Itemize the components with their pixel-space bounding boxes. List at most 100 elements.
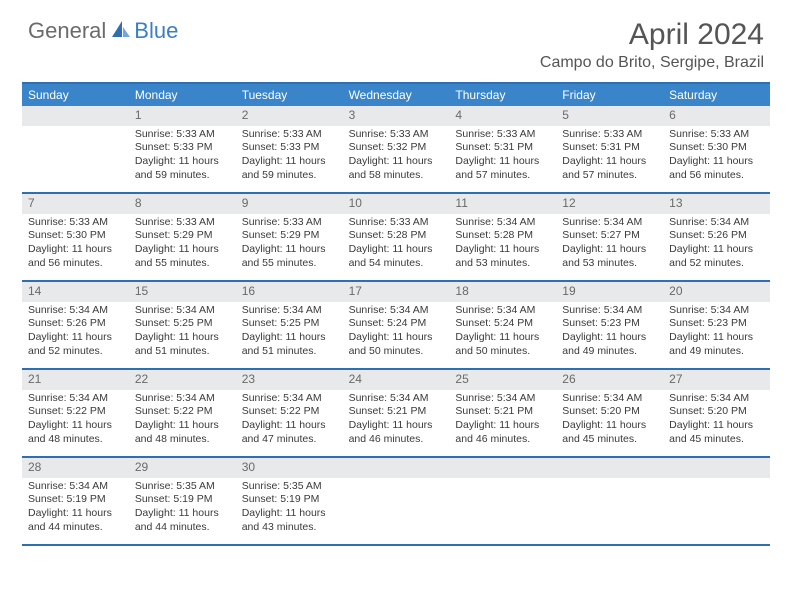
- day-cell: [663, 458, 770, 544]
- sunset-line: Sunset: 5:20 PM: [562, 405, 657, 419]
- day-number: 29: [129, 458, 236, 478]
- week-row: 28Sunrise: 5:34 AMSunset: 5:19 PMDayligh…: [22, 458, 770, 546]
- day-number-empty: [22, 106, 129, 126]
- daylight-line2: and 43 minutes.: [242, 521, 337, 535]
- weekday-header-cell: Tuesday: [236, 84, 343, 106]
- daylight-line2: and 47 minutes.: [242, 433, 337, 447]
- calendar: SundayMondayTuesdayWednesdayThursdayFrid…: [22, 82, 770, 546]
- week-row: 21Sunrise: 5:34 AMSunset: 5:22 PMDayligh…: [22, 370, 770, 458]
- sunset-line: Sunset: 5:21 PM: [455, 405, 550, 419]
- sunrise-line: Sunrise: 5:34 AM: [135, 304, 230, 318]
- sunrise-line: Sunrise: 5:33 AM: [349, 128, 444, 142]
- sunset-line: Sunset: 5:22 PM: [28, 405, 123, 419]
- daylight-line1: Daylight: 11 hours: [669, 243, 764, 257]
- daylight-line2: and 50 minutes.: [349, 345, 444, 359]
- day-details: Sunrise: 5:33 AMSunset: 5:31 PMDaylight:…: [449, 126, 556, 187]
- daylight-line1: Daylight: 11 hours: [349, 331, 444, 345]
- daylight-line1: Daylight: 11 hours: [135, 243, 230, 257]
- day-number: 13: [663, 194, 770, 214]
- day-details: Sunrise: 5:34 AMSunset: 5:22 PMDaylight:…: [22, 390, 129, 451]
- daylight-line2: and 45 minutes.: [562, 433, 657, 447]
- day-cell: 5Sunrise: 5:33 AMSunset: 5:31 PMDaylight…: [556, 106, 663, 192]
- sunrise-line: Sunrise: 5:33 AM: [135, 128, 230, 142]
- location-subtitle: Campo do Brito, Sergipe, Brazil: [540, 54, 764, 72]
- day-details: Sunrise: 5:33 AMSunset: 5:32 PMDaylight:…: [343, 126, 450, 187]
- daylight-line2: and 48 minutes.: [135, 433, 230, 447]
- day-cell: 12Sunrise: 5:34 AMSunset: 5:27 PMDayligh…: [556, 194, 663, 280]
- daylight-line1: Daylight: 11 hours: [28, 331, 123, 345]
- weekday-header-cell: Monday: [129, 84, 236, 106]
- day-number: 9: [236, 194, 343, 214]
- calendar-body: 1Sunrise: 5:33 AMSunset: 5:33 PMDaylight…: [22, 106, 770, 546]
- sunset-line: Sunset: 5:21 PM: [349, 405, 444, 419]
- daylight-line1: Daylight: 11 hours: [455, 419, 550, 433]
- daylight-line1: Daylight: 11 hours: [28, 243, 123, 257]
- daylight-line1: Daylight: 11 hours: [28, 507, 123, 521]
- day-number: 11: [449, 194, 556, 214]
- sunrise-line: Sunrise: 5:33 AM: [28, 216, 123, 230]
- daylight-line1: Daylight: 11 hours: [349, 155, 444, 169]
- sunrise-line: Sunrise: 5:34 AM: [135, 392, 230, 406]
- weekday-header-row: SundayMondayTuesdayWednesdayThursdayFrid…: [22, 84, 770, 106]
- day-number: 21: [22, 370, 129, 390]
- daylight-line1: Daylight: 11 hours: [242, 419, 337, 433]
- sunrise-line: Sunrise: 5:33 AM: [349, 216, 444, 230]
- daylight-line2: and 58 minutes.: [349, 169, 444, 183]
- daylight-line1: Daylight: 11 hours: [562, 331, 657, 345]
- daylight-line2: and 50 minutes.: [455, 345, 550, 359]
- day-number: 19: [556, 282, 663, 302]
- day-number: 27: [663, 370, 770, 390]
- day-cell: [343, 458, 450, 544]
- day-number: 5: [556, 106, 663, 126]
- day-details: Sunrise: 5:34 AMSunset: 5:24 PMDaylight:…: [449, 302, 556, 363]
- sunrise-line: Sunrise: 5:33 AM: [455, 128, 550, 142]
- daylight-line2: and 53 minutes.: [562, 257, 657, 271]
- day-number: 8: [129, 194, 236, 214]
- day-cell: 21Sunrise: 5:34 AMSunset: 5:22 PMDayligh…: [22, 370, 129, 456]
- daylight-line1: Daylight: 11 hours: [135, 155, 230, 169]
- sunset-line: Sunset: 5:32 PM: [349, 141, 444, 155]
- daylight-line2: and 53 minutes.: [455, 257, 550, 271]
- day-cell: [556, 458, 663, 544]
- weekday-header-cell: Saturday: [663, 84, 770, 106]
- sunset-line: Sunset: 5:30 PM: [28, 229, 123, 243]
- daylight-line1: Daylight: 11 hours: [562, 419, 657, 433]
- day-details: Sunrise: 5:34 AMSunset: 5:25 PMDaylight:…: [236, 302, 343, 363]
- sunset-line: Sunset: 5:29 PM: [242, 229, 337, 243]
- day-cell: 16Sunrise: 5:34 AMSunset: 5:25 PMDayligh…: [236, 282, 343, 368]
- day-cell: 11Sunrise: 5:34 AMSunset: 5:28 PMDayligh…: [449, 194, 556, 280]
- day-details: Sunrise: 5:35 AMSunset: 5:19 PMDaylight:…: [129, 478, 236, 539]
- sunset-line: Sunset: 5:22 PM: [242, 405, 337, 419]
- day-number: 26: [556, 370, 663, 390]
- day-cell: 9Sunrise: 5:33 AMSunset: 5:29 PMDaylight…: [236, 194, 343, 280]
- week-row: 14Sunrise: 5:34 AMSunset: 5:26 PMDayligh…: [22, 282, 770, 370]
- day-cell: [449, 458, 556, 544]
- weekday-header-cell: Wednesday: [343, 84, 450, 106]
- day-number: 22: [129, 370, 236, 390]
- daylight-line1: Daylight: 11 hours: [349, 419, 444, 433]
- day-cell: 2Sunrise: 5:33 AMSunset: 5:33 PMDaylight…: [236, 106, 343, 192]
- day-details: Sunrise: 5:34 AMSunset: 5:19 PMDaylight:…: [22, 478, 129, 539]
- day-cell: 22Sunrise: 5:34 AMSunset: 5:22 PMDayligh…: [129, 370, 236, 456]
- day-cell: 23Sunrise: 5:34 AMSunset: 5:22 PMDayligh…: [236, 370, 343, 456]
- day-cell: 19Sunrise: 5:34 AMSunset: 5:23 PMDayligh…: [556, 282, 663, 368]
- weekday-header-cell: Friday: [556, 84, 663, 106]
- day-number: 24: [343, 370, 450, 390]
- sunset-line: Sunset: 5:25 PM: [242, 317, 337, 331]
- day-cell: 8Sunrise: 5:33 AMSunset: 5:29 PMDaylight…: [129, 194, 236, 280]
- daylight-line2: and 54 minutes.: [349, 257, 444, 271]
- day-details: Sunrise: 5:33 AMSunset: 5:28 PMDaylight:…: [343, 214, 450, 275]
- sunrise-line: Sunrise: 5:34 AM: [28, 304, 123, 318]
- day-cell: [22, 106, 129, 192]
- day-number: 28: [22, 458, 129, 478]
- day-details: Sunrise: 5:34 AMSunset: 5:26 PMDaylight:…: [22, 302, 129, 363]
- day-details: Sunrise: 5:34 AMSunset: 5:26 PMDaylight:…: [663, 214, 770, 275]
- sunset-line: Sunset: 5:24 PM: [349, 317, 444, 331]
- sunrise-line: Sunrise: 5:34 AM: [562, 304, 657, 318]
- sunrise-line: Sunrise: 5:34 AM: [669, 216, 764, 230]
- day-cell: 24Sunrise: 5:34 AMSunset: 5:21 PMDayligh…: [343, 370, 450, 456]
- week-row: 1Sunrise: 5:33 AMSunset: 5:33 PMDaylight…: [22, 106, 770, 194]
- day-number: 1: [129, 106, 236, 126]
- day-number: 2: [236, 106, 343, 126]
- weekday-header-cell: Sunday: [22, 84, 129, 106]
